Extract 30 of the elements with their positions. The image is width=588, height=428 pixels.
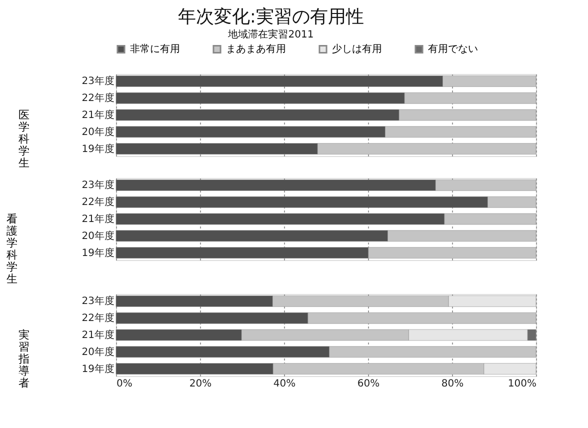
y-tick-label: 22年度 [82, 92, 114, 104]
legend-label: 非常に有用 [130, 43, 180, 56]
x-tick-label: 0% [116, 378, 132, 390]
y-tick-label: 22年度 [82, 196, 114, 208]
x-tick-label: 20% [189, 378, 212, 390]
y-tick-label: 20年度 [82, 346, 114, 358]
y-tick-label: 20年度 [82, 230, 114, 242]
x-tick-label: 60% [357, 378, 380, 390]
x-tick-label: 40% [273, 378, 296, 390]
y-tick-label: 23年度 [82, 75, 114, 88]
y-axis-title: 実習指導者 [17, 328, 30, 390]
legend-label: 有用でない [428, 43, 478, 56]
y-axis-title: 医学科学生 [18, 108, 30, 170]
y-axis-title: 看護学科学生 [6, 212, 18, 286]
y-tick-label: 21年度 [82, 213, 114, 225]
y-tick-label: 22年度 [82, 312, 114, 324]
y-tick-label: 19年度 [82, 246, 114, 259]
y-tick-label: 19年度 [82, 142, 114, 155]
y-tick-label: 19年度 [82, 362, 114, 375]
chart-title: 年次変化:実習の有用性 [178, 6, 364, 28]
chart-subtitle: 地域滞在実習2011 [227, 28, 314, 40]
y-tick-label: 23年度 [82, 295, 114, 308]
legend-label: 少しは有用 [332, 43, 382, 56]
x-tick-label: 80% [441, 378, 464, 390]
y-tick-label: 21年度 [82, 109, 114, 121]
x-tick-label: 100% [508, 378, 536, 390]
y-tick-label: 20年度 [82, 126, 114, 138]
legend-label: まあまあ有用 [226, 43, 286, 56]
y-tick-label: 21年度 [82, 329, 114, 341]
y-tick-label: 23年度 [82, 179, 114, 192]
